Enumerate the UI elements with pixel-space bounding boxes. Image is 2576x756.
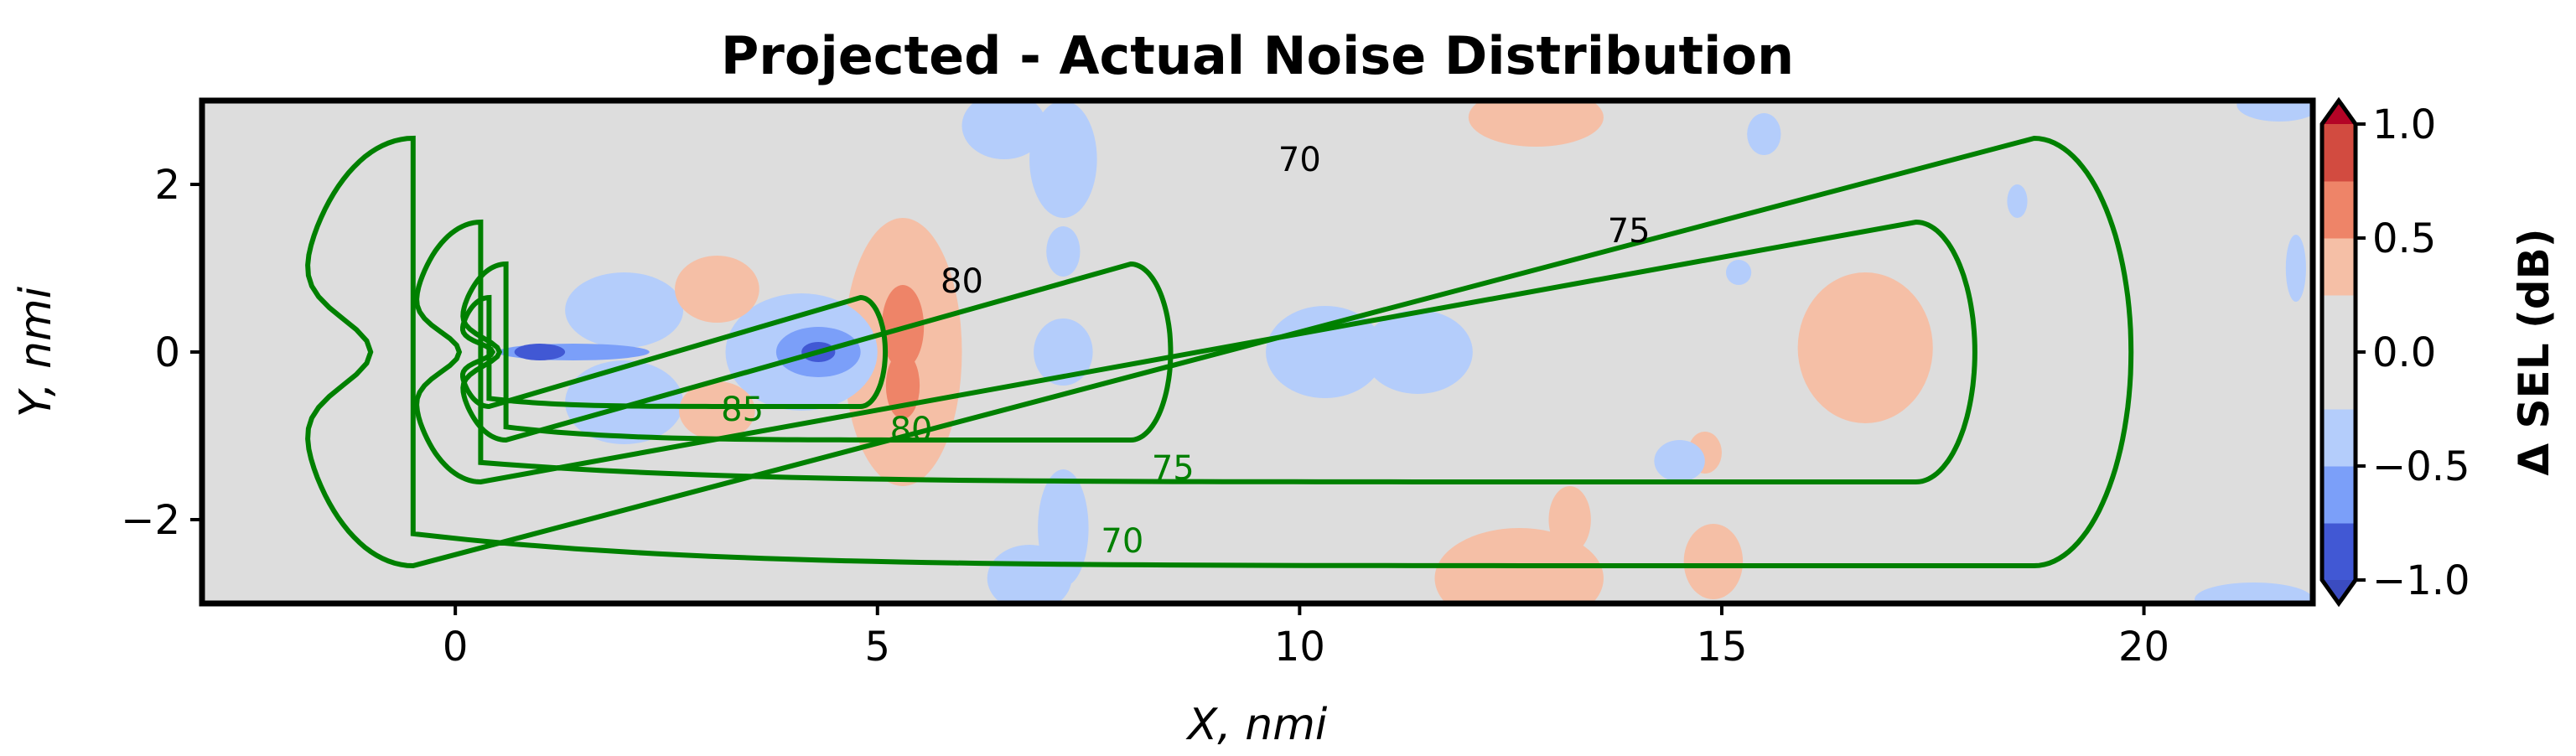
x-tick-label: 5 [864, 624, 890, 671]
difference-region [961, 101, 1047, 159]
colorbar: −1.0 −0.5 0.0 0.5 1.0 [2319, 96, 2470, 608]
chart-title: Projected - Actual Noise Distribution [721, 25, 1794, 86]
colorbar-bin [2322, 124, 2356, 182]
contour-label: 70 [1101, 522, 1143, 561]
difference-region [565, 272, 684, 348]
x-tick-label: 15 [1696, 624, 1747, 671]
contour-solid [305, 135, 2134, 569]
difference-region [1362, 310, 1473, 394]
colorbar-tick-label: 0.5 [2372, 215, 2436, 262]
y-tick-label: 0 [154, 329, 180, 376]
sel-contours [305, 135, 2134, 569]
difference-region [1747, 113, 1781, 155]
y-axis-label: Y, nmi [11, 286, 61, 417]
x-tick-label: 0 [443, 624, 469, 671]
contour-label: 75 [1608, 212, 1651, 251]
sel-difference-field [497, 101, 2313, 603]
contour-label: 75 [1152, 449, 1195, 488]
colorbar-bin [2322, 352, 2356, 410]
colorbar-bin [2322, 295, 2356, 353]
colorbar-under-extension [2322, 580, 2356, 603]
colorbar-bin [2322, 409, 2356, 467]
difference-region [2237, 101, 2313, 122]
difference-region [1038, 469, 1089, 587]
difference-region [1266, 306, 1385, 398]
x-tick-label: 20 [2118, 624, 2169, 671]
y-tick-label: 2 [154, 162, 180, 209]
difference-region [2007, 184, 2028, 218]
contour-solid [460, 294, 889, 410]
colorbar-over-extension [2322, 101, 2356, 124]
x-axis: 0 5 10 15 20 [443, 603, 2169, 671]
colorbar-bin [2322, 181, 2356, 239]
x-tick-label: 10 [1274, 624, 1325, 671]
colorbar-bin [2322, 523, 2356, 581]
contour-label: 80 [890, 411, 933, 449]
difference-region [2195, 583, 2313, 603]
difference-region [2285, 235, 2306, 302]
difference-region [1029, 101, 1097, 218]
difference-region [1046, 226, 1081, 277]
colorbar-tick-label: 1.0 [2372, 101, 2436, 148]
x-axis-label: X, nmi [1185, 700, 1328, 750]
contour-label: 70 [1278, 141, 1321, 179]
difference-region [1725, 260, 1752, 285]
difference-region [1468, 101, 1604, 147]
contour-solid [414, 219, 1977, 485]
colorbar-tick-label: −1.0 [2372, 557, 2470, 604]
difference-region [1034, 318, 1093, 386]
colorbar-bin [2322, 238, 2356, 296]
y-axis: −2 0 2 [121, 162, 202, 544]
difference-region [1683, 524, 1744, 599]
colorbar-label: Δ SEL (dB) [2510, 228, 2558, 475]
difference-region [679, 381, 755, 440]
colorbar-bin [2322, 466, 2356, 524]
y-tick-label: −2 [121, 497, 180, 544]
difference-region [565, 360, 684, 444]
difference-region [1654, 440, 1705, 482]
contour-label: 80 [941, 262, 983, 301]
difference-region [514, 344, 566, 360]
contour-solid [460, 261, 1174, 443]
difference-region [675, 256, 759, 323]
colorbar-tick-label: 0.0 [2372, 329, 2436, 376]
colorbar-tick-label: −0.5 [2372, 443, 2470, 490]
difference-region [1797, 272, 1933, 423]
contour-label: 85 [721, 391, 764, 429]
difference-region [1548, 486, 1591, 553]
